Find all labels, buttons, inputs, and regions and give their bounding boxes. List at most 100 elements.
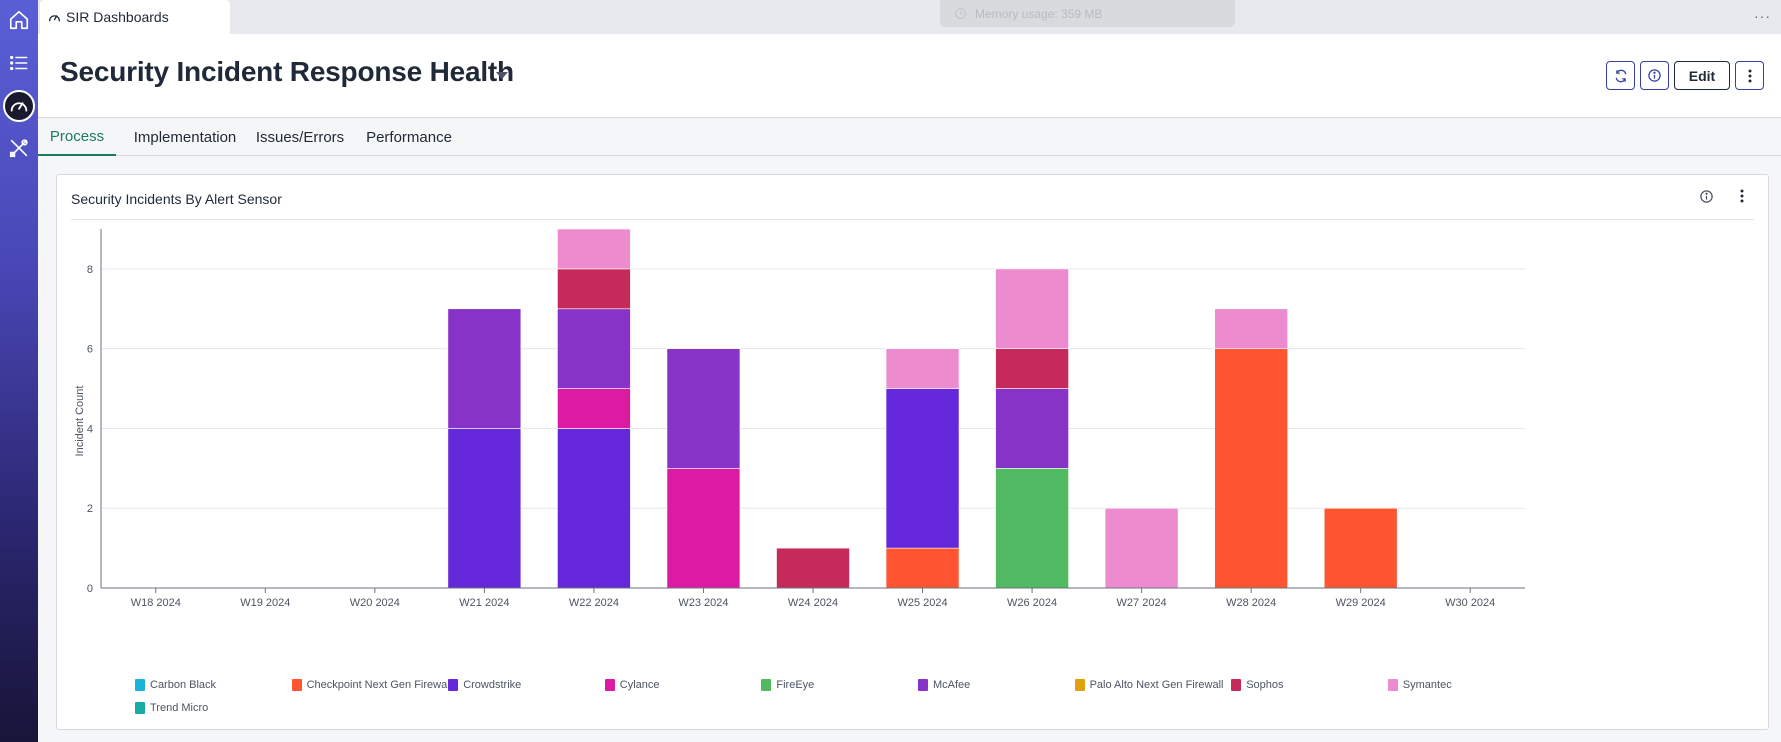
- x-tick-label: W22 2024: [569, 597, 619, 609]
- tab-implementation[interactable]: Implementation: [133, 128, 237, 146]
- x-tick-label: W28 2024: [1226, 597, 1276, 609]
- legend-swatch: [1074, 679, 1085, 691]
- kebab-icon: [1740, 189, 1744, 203]
- edit-button[interactable]: Edit: [1674, 61, 1730, 90]
- widget-kebab-button[interactable]: [1740, 189, 1744, 208]
- legend-label: Symantec: [1402, 679, 1452, 691]
- legend-label: Checkpoint Next Gen Firewall: [306, 679, 453, 691]
- tab-issues-errors[interactable]: Issues/Errors: [255, 128, 345, 146]
- y-tick-label: 6: [87, 344, 93, 356]
- dashboard-tabs: Process Implementation Issues/Errors Per…: [38, 118, 1781, 156]
- legend-label: FireEye: [776, 679, 815, 691]
- header-kebab-button[interactable]: [1735, 61, 1764, 90]
- widget-info-button[interactable]: [1699, 189, 1714, 209]
- widget-divider: [71, 219, 1754, 220]
- x-tick-label: W25 2024: [897, 597, 947, 609]
- legend-item[interactable]: Cylance: [604, 679, 660, 691]
- legend-item[interactable]: Palo Alto Next Gen Firewall: [1074, 679, 1224, 691]
- x-tick-label: W27 2024: [1117, 597, 1167, 609]
- tools-button[interactable]: [0, 130, 38, 166]
- list-icon: [10, 55, 28, 71]
- x-tick-label: W23 2024: [678, 597, 728, 609]
- legend-item[interactable]: Carbon Black: [135, 679, 216, 691]
- home-icon: [9, 10, 29, 30]
- refresh-icon: [1615, 69, 1626, 82]
- dashboards-button[interactable]: [0, 88, 38, 124]
- legend-swatch: [291, 679, 302, 691]
- bar-segment: [557, 388, 631, 429]
- left-nav-sidebar: [0, 0, 38, 742]
- bar-segment: [995, 388, 1069, 469]
- tab-performance[interactable]: Performance: [366, 128, 452, 146]
- info-icon: [1700, 190, 1713, 203]
- bar-segment: [1104, 507, 1179, 589]
- legend-swatch: [604, 679, 615, 691]
- y-tick-label: 4: [87, 423, 93, 435]
- bar-segment: [1323, 507, 1398, 589]
- legend-swatch: [448, 679, 459, 691]
- memory-usage-toast: Memory usage: 359 MB: [940, 0, 1235, 27]
- bar-segment: [557, 228, 631, 270]
- bar-segment: [557, 268, 631, 310]
- bar-segment: [666, 348, 741, 469]
- memory-usage-label: Memory usage: 359 MB: [975, 6, 1103, 21]
- bar-segment: [885, 547, 960, 589]
- page-title: Security Incident Response Health: [60, 56, 514, 87]
- x-tick-label: W21 2024: [459, 597, 509, 609]
- y-tick-label: 0: [87, 583, 93, 595]
- legend-label: Palo Alto Next Gen Firewall: [1089, 679, 1224, 691]
- legend-label: Trend Micro: [150, 702, 209, 714]
- legend-label: Cylance: [619, 679, 660, 691]
- bar-segment: [885, 388, 960, 549]
- y-axis-label: Incident Count: [74, 386, 86, 457]
- x-tick-label: W29 2024: [1336, 597, 1386, 609]
- bar-segment: [776, 547, 850, 589]
- legend-item[interactable]: Checkpoint Next Gen Firewall: [291, 679, 453, 691]
- x-tick-label: W19 2024: [240, 597, 290, 609]
- x-tick-label: W20 2024: [350, 597, 400, 609]
- legend-item[interactable]: Trend Micro: [135, 702, 208, 714]
- home-button[interactable]: [0, 2, 38, 38]
- dashboards-button-ring: [3, 90, 35, 122]
- bar-segment: [885, 348, 960, 389]
- memory-icon: [955, 8, 966, 19]
- dashboard-gauge-icon: [10, 102, 28, 112]
- stacked-bar-chart: 0 2 4 6 8 W18 2024 W19 2024 W20 2024 W21 2024 W22…: [74, 228, 1525, 609]
- bar-segment: [447, 308, 522, 429]
- bar-segment: [666, 468, 741, 589]
- kebab-icon: [1748, 69, 1751, 82]
- legend-item[interactable]: McAfee: [918, 679, 970, 691]
- legend-item[interactable]: Crowdstrike: [448, 679, 521, 691]
- app-tab-sir-dashboards[interactable]: SIR Dashboards: [40, 0, 230, 34]
- legend-swatch: [918, 679, 928, 691]
- chart-axes: [100, 229, 1525, 593]
- legend-item[interactable]: Symantec: [1387, 679, 1452, 691]
- list-button[interactable]: [0, 45, 38, 81]
- title-dropdown-caret-icon[interactable]: [496, 72, 508, 79]
- info-button[interactable]: [1640, 61, 1669, 90]
- refresh-button[interactable]: [1606, 61, 1635, 90]
- dashboard-header: Security Incident Response Health Edit: [38, 34, 1781, 118]
- app-tab-bar: SIR Dashboards Memory usage: 359 MB ···: [38, 0, 1781, 34]
- dashboard-content: Security Incidents By Alert Sensor 0 2 4 6 8…: [38, 156, 1781, 742]
- bar-segment: [1214, 348, 1288, 589]
- x-tick-label: W18 2024: [131, 597, 181, 609]
- legend-swatch: [135, 679, 145, 691]
- legend-label: McAfee: [933, 679, 971, 691]
- bar-segment: [557, 308, 631, 389]
- chart-grid: [101, 268, 1525, 589]
- bar-segment: [447, 428, 522, 589]
- legend-swatch: [1387, 679, 1398, 691]
- info-icon: [1648, 69, 1661, 82]
- tab-process[interactable]: Process: [38, 118, 116, 156]
- tools-icon: [9, 139, 28, 158]
- x-tick-label: W26 2024: [1007, 597, 1057, 609]
- bar-segment: [995, 268, 1069, 349]
- legend-item[interactable]: Sophos: [1231, 679, 1284, 691]
- y-tick-label: 8: [87, 264, 93, 276]
- more-options-icon[interactable]: ···: [1754, 8, 1771, 24]
- legend-label: Crowdstrike: [463, 679, 522, 691]
- x-tick-label: W30 2024: [1445, 597, 1495, 609]
- legend-item[interactable]: FireEye: [761, 679, 814, 691]
- y-tick-label: 2: [87, 503, 93, 515]
